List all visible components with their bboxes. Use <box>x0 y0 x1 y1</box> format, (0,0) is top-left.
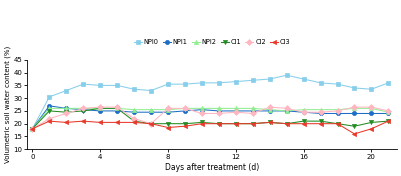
X-axis label: Days after treatment (d): Days after treatment (d) <box>165 163 259 172</box>
Y-axis label: Volumetric soil water content (%): Volumetric soil water content (%) <box>4 46 11 163</box>
Legend: NPI0, NPI1, NPI2, CI1, CI2, CI3: NPI0, NPI1, NPI2, CI1, CI2, CI3 <box>133 38 291 46</box>
